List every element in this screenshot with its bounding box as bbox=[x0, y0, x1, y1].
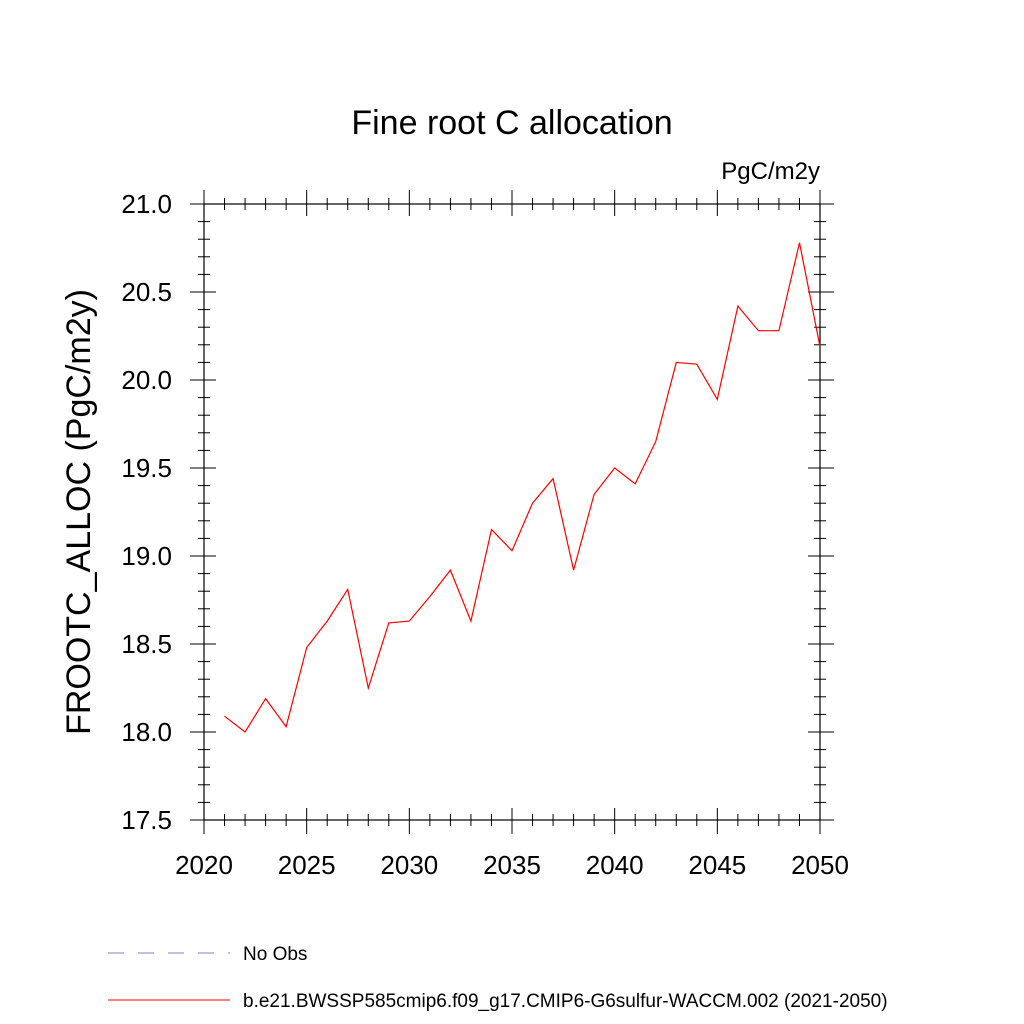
axis-tick-labels: 2020 2025 2030 2035 2040 2045 2050 17.5 18.0 18.5… bbox=[121, 189, 849, 880]
y-tick-label: 20.0 bbox=[121, 365, 172, 395]
units-label: PgC/m2y bbox=[721, 158, 820, 185]
x-tick-label: 2020 bbox=[175, 850, 233, 880]
y-tick-label: 18.0 bbox=[121, 717, 172, 747]
x-tick-label: 2030 bbox=[380, 850, 438, 880]
legend-label-1: b.e21.BWSSP585cmip6.f09_g17.CMIP6-G6sulf… bbox=[243, 991, 888, 1012]
x-tick-label: 2050 bbox=[791, 850, 849, 880]
legend: No Obs b.e21.BWSSP585cmip6.f09_g17.CMIP6-… bbox=[108, 944, 888, 1012]
chart-title: Fine root C allocation bbox=[351, 104, 672, 142]
y-tick-label: 20.5 bbox=[121, 277, 172, 307]
y-tick-label: 19.5 bbox=[121, 453, 172, 483]
x-tick-label: 2045 bbox=[688, 850, 746, 880]
x-tick-label: 2025 bbox=[278, 850, 336, 880]
y-axis-label: FROOTC_ALLOC (PgC/m2y) bbox=[60, 289, 98, 735]
x-tick-label: 2035 bbox=[483, 850, 541, 880]
legend-label-0: No Obs bbox=[243, 944, 307, 965]
y-tick-label: 19.0 bbox=[121, 541, 172, 571]
y-tick-label: 17.5 bbox=[121, 805, 172, 835]
series-line-0 bbox=[224, 242, 821, 733]
x-tick-label: 2040 bbox=[586, 850, 644, 880]
series-layer bbox=[224, 242, 821, 733]
axis-ticks bbox=[190, 190, 834, 834]
y-tick-label: 18.5 bbox=[121, 629, 172, 659]
plot-frame bbox=[203, 203, 821, 821]
y-tick-label: 21.0 bbox=[121, 189, 172, 219]
